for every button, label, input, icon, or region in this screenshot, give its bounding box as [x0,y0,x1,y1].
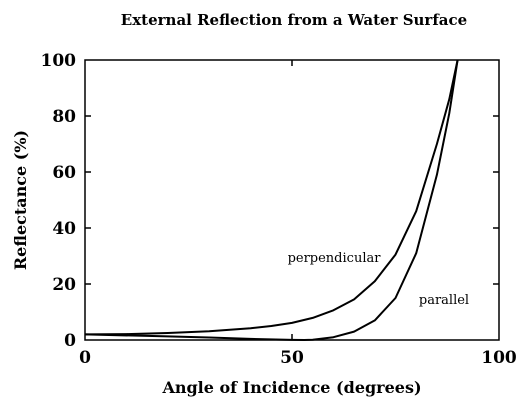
series-line-parallel [84,59,459,341]
y-tick-label: 60 [52,163,76,183]
axis-ticks: 0 50 100 0 20 40 60 80 100 [41,51,517,368]
x-tick-label: 100 [481,348,517,368]
chart-title: External Reflection from a Water Surface [121,11,467,29]
y-tick-label: 80 [52,107,76,127]
annotation-perpendicular: perpendicular [288,251,382,266]
x-tick-label: 0 [79,348,91,368]
series-line-perpendicular [84,59,459,336]
x-axis-title: Angle of Incidence (degrees) [161,378,421,397]
x-tick-label: 50 [280,348,304,368]
y-axis-title: Reflectance (%) [11,130,30,270]
y-tick-label: 0 [64,331,76,351]
y-tick-label: 20 [52,275,76,295]
annotation-parallel: parallel [419,293,469,308]
y-tick-label: 100 [41,51,77,71]
y-tick-label: 40 [52,219,76,239]
series-lines [84,59,459,341]
